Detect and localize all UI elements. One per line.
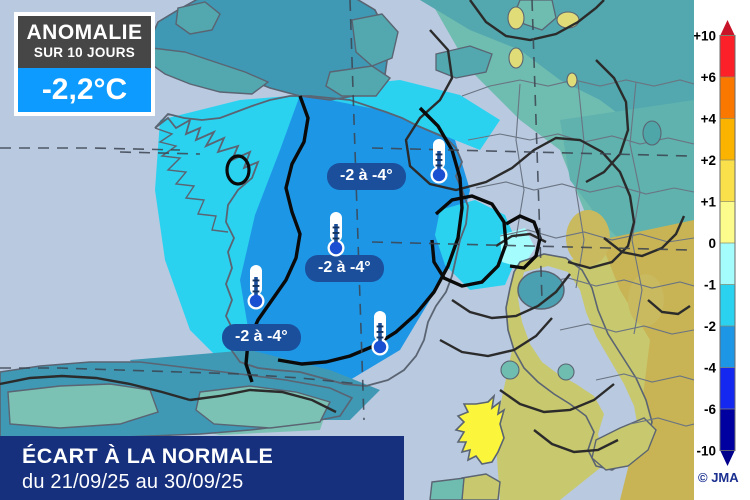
- country-gb-kent: [325, 65, 392, 97]
- colorbar-band: [720, 243, 735, 285]
- banner-title: ÉCART À LA NORMALE: [22, 444, 274, 468]
- map-label-anomaly-2[interactable]: -2 à -4°: [305, 255, 384, 282]
- anomaly-badge-subtitle: SUR 10 JOURS: [33, 45, 136, 60]
- colorbar-tick-label: +4: [701, 112, 717, 127]
- field-northeast-teal: [420, 0, 694, 130]
- colorbar-tick-label: +10: [694, 29, 716, 44]
- colorbar-tick-label: -6: [704, 402, 716, 417]
- patch-circle-2: [557, 363, 575, 381]
- field-north-cyan: [300, 80, 500, 150]
- anomaly-badge: ANOMALIE SUR 10 JOURS -2,2°C: [14, 12, 155, 116]
- europe-anomaly-map[interactable]: -2 à -4° -2 à -4° -2 à -4°: [0, 0, 694, 500]
- contour-spain-inner1: [7, 383, 159, 429]
- colorbar-tick-label: +6: [701, 70, 717, 85]
- patch-circle-1: [500, 360, 520, 380]
- anomaly-badge-title: ANOMALIE: [26, 21, 143, 44]
- thermometer-icon-west: [247, 265, 265, 310]
- anomaly-badge-value: -2,2°C: [18, 68, 151, 112]
- island-corsica: [454, 393, 506, 465]
- contour-lines-grey: [0, 0, 691, 454]
- colorbar-band: [720, 284, 735, 327]
- coast-brittany: [154, 127, 229, 233]
- colorbar-band: [720, 77, 735, 119]
- contour-small-loop-brittany: [225, 154, 251, 186]
- thermometer-icon-north: [430, 139, 448, 184]
- anomaly-badge-header: ANOMALIE SUR 10 JOURS: [18, 16, 151, 68]
- patch-teal-dark-1: [642, 120, 662, 146]
- italy-boot-visible: [591, 417, 657, 471]
- colorbar-svg: +10+6+4+2+10-1-2-4-6-10: [693, 20, 736, 466]
- colorbar-band: [720, 35, 735, 78]
- colorbar-band: [720, 160, 735, 202]
- colorbar-band: [720, 326, 735, 368]
- italy-sea-adriatic: [518, 266, 638, 456]
- colorbar-legend[interactable]: +10 +6 +4 +2 +1 0 -1 -2 -4 -6 -10 © JMA: [693, 0, 750, 500]
- colorbar-band: [720, 409, 735, 451]
- colorbar-band: [720, 367, 735, 410]
- colorbar-bands: [720, 35, 735, 451]
- map-canvas: [0, 0, 694, 500]
- graticule-gridlines: [0, 0, 691, 421]
- patch-yellow-4: [566, 72, 578, 88]
- colorbar-tick-labels: +10+6+4+2+10-1-2-4-6-10: [693, 29, 735, 459]
- copyright-jma: © JMA: [698, 470, 739, 485]
- patch-yellow-1: [507, 6, 525, 30]
- patch-yellow-3: [508, 47, 524, 69]
- country-gb-east: [351, 13, 399, 67]
- colorbar-tick-label: -2: [704, 319, 716, 334]
- colorbar-tick-label: +1: [701, 195, 717, 210]
- colorbar-tick-label: -1: [704, 278, 716, 293]
- field-olive-patch-north: [566, 210, 610, 266]
- colorbar-cap-bottom: [720, 450, 735, 466]
- map-label-anomaly-3[interactable]: -2 à -4°: [222, 324, 301, 351]
- country-gb-wales: [175, 1, 221, 35]
- colorbar-tick-label: -4: [704, 361, 716, 376]
- colorbar-tick-label: +2: [701, 153, 716, 168]
- colorbar-band: [720, 201, 735, 244]
- thermometer-icon-center: [327, 212, 345, 257]
- map-label-anomaly-1[interactable]: -2 à -4°: [327, 163, 406, 190]
- banner-date-range: du 21/09/25 au 30/09/25: [22, 471, 244, 493]
- bottom-banner: ÉCART À LA NORMALE du 21/09/25 au 30/09/…: [0, 436, 404, 500]
- island-sardinia-west: [429, 477, 465, 500]
- field-olive-patch-ne: [628, 274, 664, 326]
- colorbar-band: [720, 118, 735, 161]
- colorbar-cap-top: [720, 20, 735, 36]
- country-france: [154, 95, 469, 387]
- country-gb-southwest-peninsula: [147, 47, 270, 95]
- colorbar-tick-label: -10: [696, 444, 716, 459]
- field-east-olive: [600, 220, 694, 500]
- patch-yellow-2: [556, 11, 580, 29]
- thermometer-icon-south: [371, 311, 389, 356]
- colorbar-tick-label: 0: [708, 236, 716, 251]
